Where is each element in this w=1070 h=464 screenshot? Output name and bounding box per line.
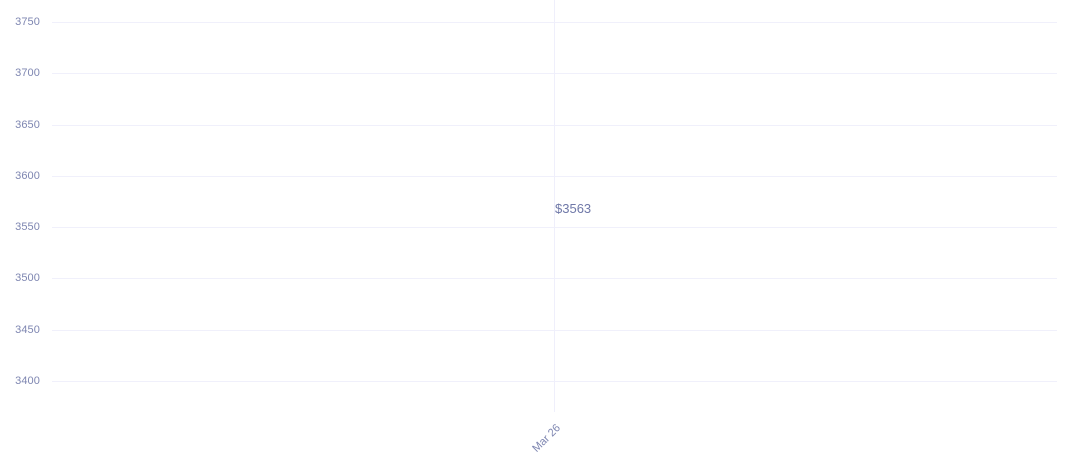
y-axis-tick-label: 3500	[15, 272, 40, 284]
y-axis-tick-label: 3750	[15, 16, 40, 28]
y-axis-tick-label: 3700	[15, 67, 40, 79]
data-point-value-label: $3563	[555, 201, 592, 216]
y-axis-tick-label: 3600	[15, 170, 40, 182]
y-axis-tick-label: 3550	[15, 221, 40, 233]
x-axis-tick-label: Mar 26	[530, 422, 563, 455]
gridline-vertical	[554, 0, 555, 412]
y-axis-tick-label: 3650	[15, 119, 40, 131]
y-axis-tick-label: 3450	[15, 324, 40, 336]
y-axis-tick-label: 3400	[15, 375, 40, 387]
